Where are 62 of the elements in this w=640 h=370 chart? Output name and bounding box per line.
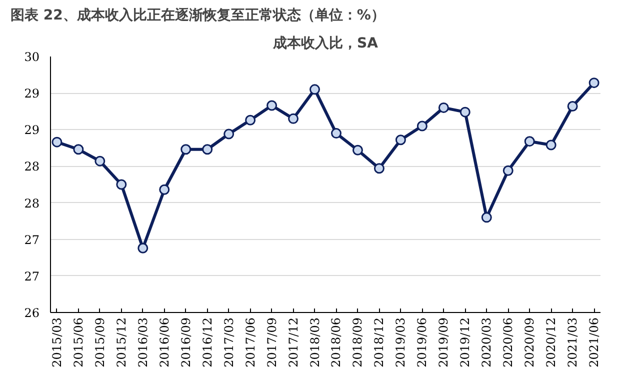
point: [546, 140, 556, 150]
x-tick-label: 2016/09: [178, 317, 193, 368]
point: [502, 165, 514, 176]
x-tick-label: 2017/09: [264, 317, 279, 368]
point: [159, 184, 170, 195]
point: [588, 78, 600, 88]
x-tick-label: 2019/09: [436, 317, 451, 368]
point: [395, 134, 406, 146]
point: [180, 144, 192, 155]
x-tick-label: 2015/12: [114, 317, 128, 368]
x-tick-label: 2015/03: [50, 317, 64, 368]
point: [481, 212, 492, 223]
point: [310, 84, 320, 95]
point: [138, 242, 148, 254]
y-tick-label: 28: [24, 196, 40, 210]
y-tick-label: 30: [24, 50, 40, 64]
x-tick-label: 2015/06: [71, 317, 86, 368]
point: [374, 163, 384, 174]
x-tick-label: 2020/12: [544, 317, 558, 368]
x-tick-label: 2019/03: [394, 317, 408, 368]
x-tick-label: 2018/12: [372, 317, 386, 368]
point: [94, 156, 106, 166]
x-tick-label: 2017/06: [243, 317, 258, 368]
point: [224, 128, 234, 140]
x-tick-label: 2018/03: [308, 317, 322, 368]
chart-subtitle: 成本收入比，SA: [272, 36, 378, 52]
x-tick-label: 2015/09: [92, 317, 107, 368]
y-tick-label: 29: [24, 86, 40, 101]
y-tick-label: 27: [24, 269, 40, 284]
y-tick-label: 29: [24, 123, 40, 138]
point: [73, 144, 84, 155]
point: [438, 102, 449, 113]
point: [460, 106, 470, 118]
x-tick-label: 2016/12: [200, 317, 214, 368]
x-tick-label: 2020/09: [522, 317, 537, 368]
x-tick-label: 2019/12: [458, 317, 472, 368]
point: [416, 120, 428, 132]
x-tick-label: 2021/06: [587, 317, 602, 368]
point: [567, 100, 578, 112]
point: [245, 114, 256, 126]
y-tick-label: 26: [24, 306, 40, 320]
x-tick-label: 2020/06: [501, 317, 516, 368]
x-tick-label: 2017/12: [286, 317, 300, 368]
chart-title: 图表 22、成本收入比正在逐渐恢复至正常状态（单位：%）: [10, 8, 385, 24]
x-tick-label: 2016/06: [157, 317, 172, 368]
x-tick-label: 2018/06: [329, 317, 344, 368]
y-tick-label: 27: [24, 232, 40, 247]
x-tick-label: 2017/03: [222, 317, 236, 368]
point: [52, 136, 62, 148]
point: [330, 128, 342, 139]
point: [524, 136, 535, 147]
point: [352, 144, 363, 156]
point: [202, 144, 213, 155]
x-tick-label: 2020/03: [480, 317, 494, 368]
point: [116, 179, 127, 190]
y-tick-label: 28: [24, 160, 40, 174]
x-tick-label: 2018/09: [350, 317, 365, 368]
x-tick-label: 2016/03: [136, 317, 150, 368]
point: [266, 100, 278, 111]
x-tick-label: 2021/03: [566, 317, 580, 368]
x-tick-label: 2019/06: [415, 317, 430, 368]
point: [288, 113, 299, 124]
